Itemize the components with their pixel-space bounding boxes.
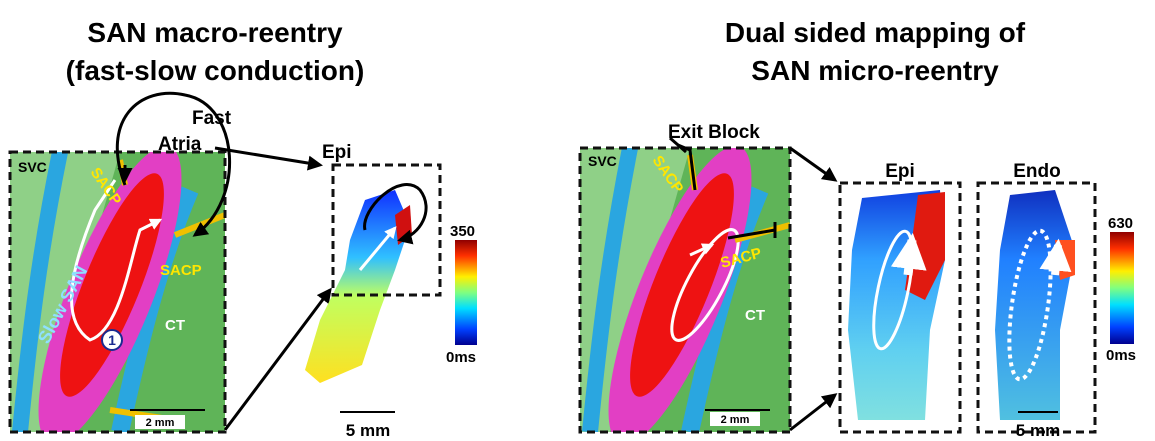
figure: SAN macro-reentry (fast-slow conduction)… [0, 0, 1155, 441]
title: Dual sided mapping of [725, 17, 1026, 48]
title: SAN micro-reentry [751, 55, 999, 86]
scale-label: 2 mm [146, 417, 175, 429]
schematic [10, 131, 225, 441]
schematic [580, 131, 790, 441]
scale-label: 2 mm [721, 414, 750, 426]
label-atria: Atria [158, 134, 202, 155]
label-exit-block: Exit Block [668, 122, 760, 143]
map-label: Endo [1013, 161, 1061, 182]
scale-label: 5 mm [1016, 421, 1060, 440]
activation-map [305, 190, 410, 383]
label-ct: CT [165, 317, 185, 334]
scale-label: 5 mm [346, 421, 390, 440]
label-svc: SVC [588, 153, 617, 169]
colorbar-max: 630 [1108, 215, 1133, 232]
marker-label: 1 [108, 332, 116, 348]
colorbar [455, 240, 477, 345]
map-label: Epi [885, 161, 915, 182]
activation-map [995, 190, 1075, 420]
colorbar [1110, 232, 1134, 344]
title: SAN macro-reentry [87, 17, 343, 48]
colorbar-min: 0ms [1106, 347, 1136, 364]
label-svc: SVC [18, 159, 47, 175]
colorbar-min: 0ms [446, 349, 476, 366]
label-ct: CT [745, 307, 765, 324]
label-sacp: SACP [160, 262, 202, 279]
colorbar-max: 350 [450, 223, 475, 240]
label-fast: Fast [192, 108, 232, 129]
map-label: Epi [322, 142, 352, 163]
title: (fast-slow conduction) [66, 55, 365, 86]
